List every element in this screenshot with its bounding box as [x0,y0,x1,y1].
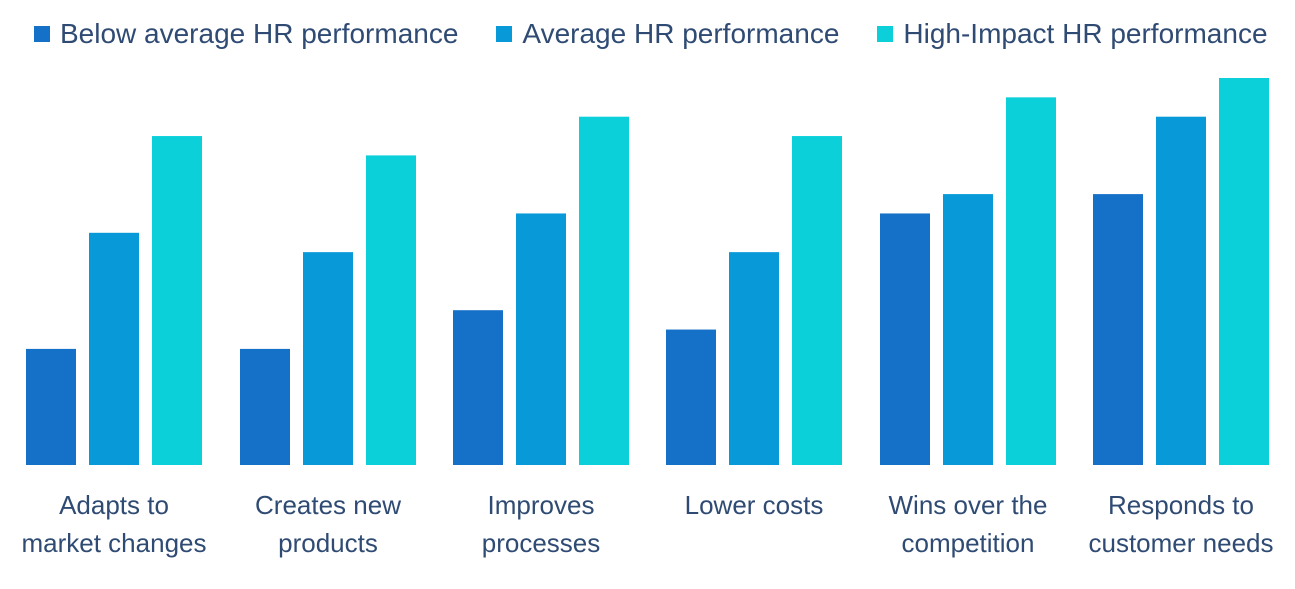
bar-3-5 [1006,97,1056,465]
bar-1-5 [880,213,930,465]
category-label-line-2-1: Creates new [255,490,401,520]
bar-2-4 [729,252,779,465]
bar-1-1 [26,348,76,465]
bar-3-1 [152,136,202,466]
bar-2-1 [89,232,139,465]
category-label-line-5-1: Wins over the [889,490,1048,520]
category-label-line-4-1: Lower costs [685,490,824,520]
legend-swatch-below-average [34,26,50,42]
category-label-3: Improves processes [482,490,601,558]
legend-item-high-impact: High-Impact HR performance [877,18,1268,50]
category-label-4: Lower costs [685,490,824,520]
chart-legend: Below average HR performance Average HR … [34,18,1268,50]
legend-label-high-impact: High-Impact HR performance [903,18,1268,49]
category-label-line-3-1: Improves [488,490,595,520]
category-label-1: Adapts to market changes [22,490,207,558]
legend-label-below-average: Below average HR performance [60,18,459,49]
category-label-5: Wins over the competition [889,490,1048,558]
category-label-6: Responds to customer needs [1089,490,1274,558]
bar-1-6 [1093,194,1143,465]
category-label-line-1-1: Adapts to [59,490,169,520]
bar-2-5 [943,194,993,465]
bar-2-2 [303,252,353,465]
legend-swatch-high-impact [877,26,894,42]
bar-3-6 [1219,78,1269,465]
bar-2-3 [516,213,566,465]
legend-item-average: Average HR performance [496,18,839,50]
bar-2-6 [1156,116,1206,465]
bar-1-4 [666,329,716,465]
category-label-line-6-1: Responds to [1108,490,1254,520]
legend-swatch-average [496,26,513,42]
category-label-2: Creates new products [255,490,401,558]
category-label-line-3-2: processes [482,528,601,558]
bar-1-3 [453,310,503,465]
bar-3-4 [792,136,842,466]
legend-item-below-average: Below average HR performance [34,18,458,50]
category-label-line-5-2: competition [902,528,1035,558]
category-label-line-2-2: products [278,528,378,558]
bar-3-3 [579,116,629,465]
category-label-line-6-2: customer needs [1089,528,1274,558]
bar-3-2 [366,155,416,465]
category-label-line-1-2: market changes [22,528,207,558]
legend-label-average: Average HR performance [522,18,840,49]
bar-1-2 [240,348,290,465]
